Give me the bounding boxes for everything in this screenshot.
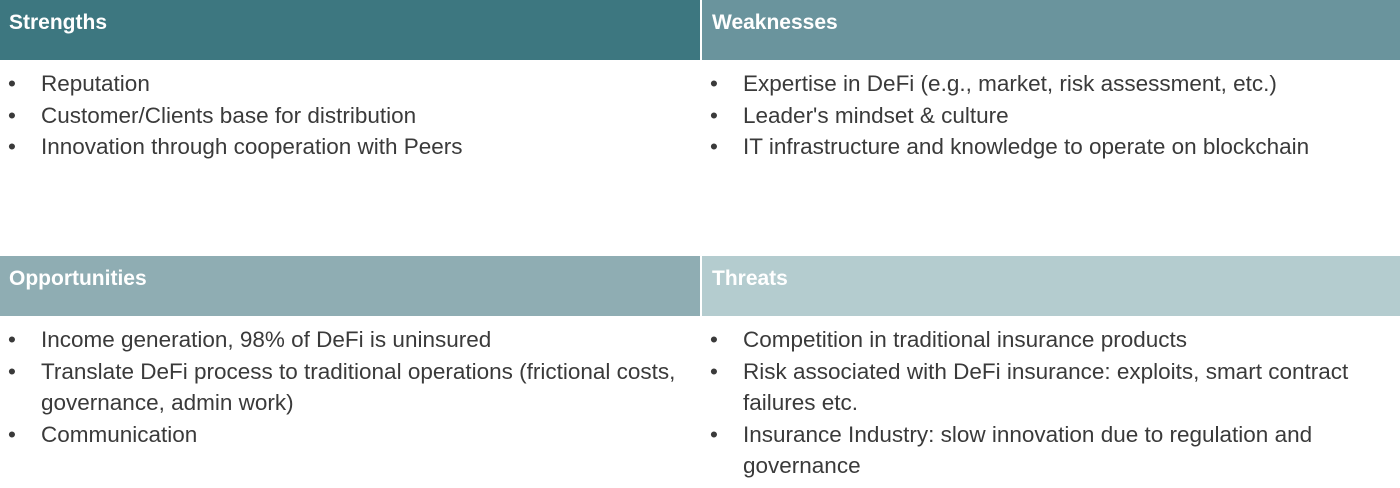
list-item: • Customer/Clients base for distribution — [0, 100, 700, 132]
list-item: • Reputation — [0, 68, 700, 100]
strengths-list: • Reputation • Customer/Clients base for d… — [0, 60, 700, 163]
list-item: • Leader's mindset & culture — [702, 100, 1400, 132]
list-item: • Communication — [0, 419, 700, 451]
strength-text: Innovation through cooperation with Peer… — [41, 134, 463, 159]
threats-header: Threats — [702, 256, 1400, 316]
bullet-icon: • — [8, 327, 16, 352]
threat-text: Competition in traditional insurance pro… — [743, 327, 1187, 352]
opportunity-text: Income generation, 98% of DeFi is uninsu… — [41, 327, 492, 352]
threat-text: Risk associated with DeFi insurance: exp… — [743, 358, 1349, 416]
opportunities-list: • Income generation, 98% of DeFi is unins… — [0, 316, 700, 450]
list-item: • Innovation through cooperation with Pee… — [0, 131, 700, 163]
strength-text: Customer/Clients base for distribution — [41, 102, 417, 128]
opportunities-quadrant: Opportunities • Income generation, 98% of… — [0, 256, 700, 450]
threat-text: Insurance Industry: slow innovation due … — [743, 421, 1313, 479]
weakness-text: Leader's mindset & culture — [743, 102, 1009, 128]
weaknesses-quadrant: Weaknesses • Expertise in DeFi (e.g., mar… — [702, 0, 1400, 163]
bullet-icon: • — [710, 358, 718, 384]
weakness-text: IT infrastructure and knowledge to opera… — [743, 134, 1310, 159]
bullet-icon: • — [8, 71, 16, 96]
threats-list: • Competition in traditional insurance pr… — [702, 316, 1400, 482]
list-item: • IT infrastructure and knowledge to oper… — [702, 131, 1400, 163]
strengths-header: Strengths — [0, 0, 700, 60]
bullet-icon: • — [8, 102, 16, 128]
bullet-icon: • — [710, 102, 718, 128]
strengths-quadrant: Strengths • Reputation • Customer/Clients … — [0, 0, 700, 163]
opportunities-header: Opportunities — [0, 256, 700, 316]
list-item: • Translate DeFi process to traditional o… — [0, 356, 700, 419]
weaknesses-header: Weaknesses — [702, 0, 1400, 60]
bullet-icon: • — [8, 358, 16, 384]
list-item: • Competition in traditional insurance pr… — [702, 324, 1400, 356]
list-item: • Income generation, 98% of DeFi is unins… — [0, 324, 700, 356]
bullet-icon: • — [8, 134, 16, 159]
list-item: • Expertise in DeFi (e.g., market, risk a… — [702, 68, 1400, 100]
strength-text: Reputation — [41, 71, 150, 96]
list-item: • Insurance Industry: slow innovation due… — [702, 419, 1400, 482]
opportunity-text: Communication — [41, 421, 198, 447]
bullet-icon: • — [710, 327, 718, 352]
list-item: • Risk associated with DeFi insurance: ex… — [702, 356, 1400, 419]
bullet-icon: • — [8, 421, 16, 447]
opportunity-text: Translate DeFi process to traditional op… — [41, 358, 676, 416]
weaknesses-list: • Expertise in DeFi (e.g., market, risk a… — [702, 60, 1400, 163]
bullet-icon: • — [710, 421, 718, 447]
weakness-text: Expertise in DeFi (e.g., market, risk as… — [743, 71, 1277, 96]
bullet-icon: • — [710, 134, 718, 159]
threats-quadrant: Threats • Competition in traditional insu… — [702, 256, 1400, 482]
bullet-icon: • — [710, 71, 718, 96]
